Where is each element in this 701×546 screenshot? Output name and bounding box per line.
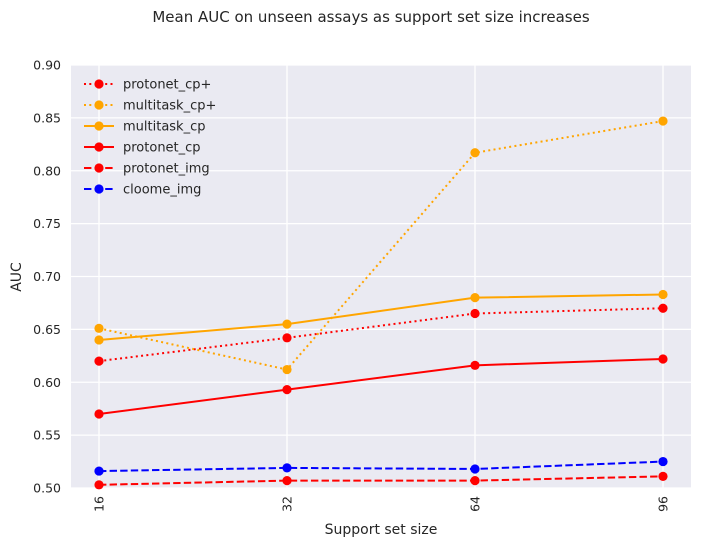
data-point (658, 116, 668, 126)
data-point (282, 333, 292, 343)
x-tick-label: 16 (92, 496, 107, 512)
data-point (94, 409, 104, 419)
data-point (94, 335, 104, 345)
legend-label: cloome_img (123, 183, 201, 198)
data-point (94, 323, 104, 333)
y-tick-label: 0.85 (33, 110, 61, 125)
legend-label: multitask_cp (123, 120, 206, 135)
legend-marker (94, 163, 104, 173)
chart-title: Mean AUC on unseen assays as support set… (152, 8, 590, 26)
x-tick-label: 32 (280, 496, 295, 512)
series-protonet_cp (94, 354, 668, 419)
data-point (282, 319, 292, 329)
data-point (94, 466, 104, 476)
y-tick-label: 0.90 (33, 58, 61, 73)
x-axis-label: Support set size (325, 522, 438, 538)
legend: protonet_cp+ multitask_cp+ multitask_cppro… (84, 78, 216, 198)
legend-label: protonet_img (123, 162, 210, 177)
series-multitask_cp (94, 289, 668, 345)
y-tick-label: 0.70 (33, 269, 61, 284)
data-point (470, 360, 480, 370)
y-tick-label: 0.80 (33, 163, 61, 178)
y-tick-label: 0.50 (33, 481, 61, 496)
series-layer (94, 116, 668, 490)
legend-marker (94, 142, 104, 152)
x-tick-label: 64 (468, 496, 483, 512)
series-line (98, 120, 664, 371)
data-point (658, 471, 668, 481)
data-point (94, 356, 104, 366)
series-multitask_cp+ (94, 116, 668, 375)
data-point (658, 303, 668, 313)
legend-label: protonet_cp (123, 141, 201, 156)
y-tick-label: 0.65 (33, 322, 61, 337)
series-protonet_cp+ (94, 303, 668, 366)
data-point (282, 463, 292, 473)
data-point (94, 480, 104, 490)
x-tick-label: 96 (656, 496, 671, 512)
data-point (282, 385, 292, 395)
y-axis-label: AUC (9, 262, 25, 292)
series-cloome_img (94, 456, 668, 476)
y-tick-label: 0.75 (33, 216, 61, 231)
data-point (470, 475, 480, 486)
data-point (470, 464, 480, 474)
data-point (658, 456, 668, 467)
data-point (658, 289, 668, 300)
y-tick-label: 0.55 (33, 428, 61, 443)
series-line (98, 293, 664, 341)
series-line (98, 307, 664, 363)
legend-marker (94, 184, 104, 194)
series-protonet_img (94, 471, 668, 490)
series-line (98, 475, 664, 486)
legend-marker (94, 100, 104, 110)
legend-marker (94, 121, 104, 131)
y-tick-labels: 0.50 0.55 0.60 0.65 0.70 0.75 0.80 0.85 0.90 (33, 58, 61, 496)
data-point (470, 293, 480, 303)
legend-marker (94, 79, 104, 89)
series-line (98, 460, 664, 473)
series-line (98, 357, 664, 415)
data-point (470, 148, 480, 158)
data-point (282, 364, 292, 375)
x-tick-labels: 16 32 64 96 (92, 496, 671, 512)
data-point (658, 354, 668, 364)
y-tick-label: 0.60 (33, 375, 61, 390)
data-point (282, 475, 292, 486)
legend-label: multitask_cp+ (123, 99, 216, 114)
data-point (470, 308, 480, 319)
legend-label: protonet_cp+ (123, 78, 211, 93)
